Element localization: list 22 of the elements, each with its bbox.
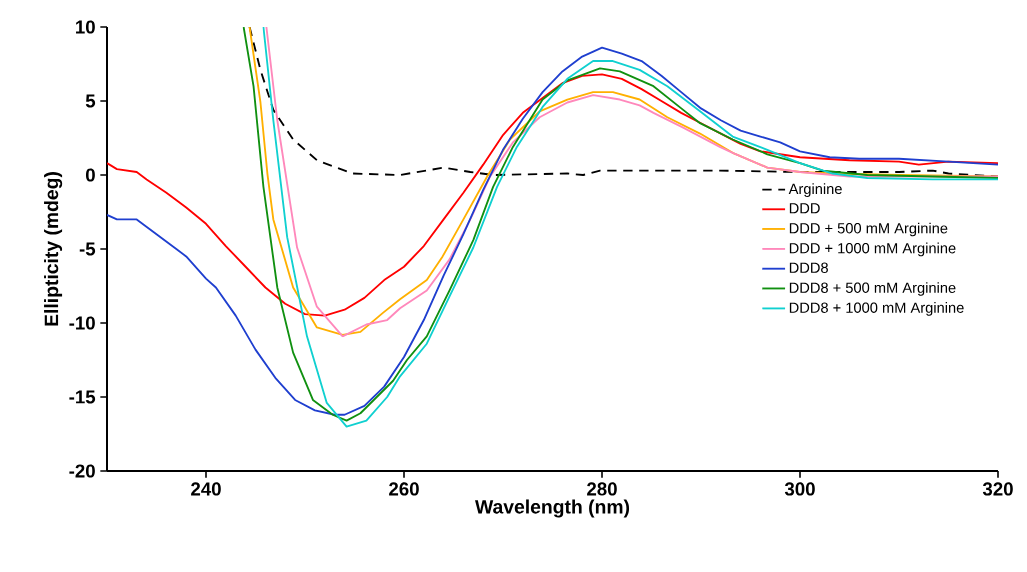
x-tick-label: 260 [389, 482, 419, 496]
legend-label: DDD [789, 203, 820, 214]
legend-label: Arginine [788, 183, 842, 197]
legend-label: DDD8 + 1000 mM Arginine [789, 302, 964, 316]
x-tick-label: 280 [587, 482, 617, 496]
y-tick-label: -5 [79, 242, 96, 256]
y-tick-label: 5 [85, 94, 96, 108]
y-tick-label: -15 [69, 390, 96, 404]
y-axis-title: Ellipticity (mdeg) [44, 172, 63, 326]
x-axis-title: Wavelength (nm) [475, 499, 630, 518]
legend-label: DDD + 500 mM Arginine [789, 222, 948, 237]
x-tick-label: 300 [784, 482, 815, 496]
x-tick-label: 240 [191, 482, 221, 496]
legend-label: DDD8 + 500 mM Arginine [789, 282, 956, 296]
y-tick-label: -20 [69, 464, 95, 478]
line-series [107, 73, 998, 317]
y-tick-label: 0 [85, 168, 95, 182]
legend-label: DDD8 [789, 262, 828, 273]
y-tick-label: 10 [76, 20, 95, 34]
x-tick-label: 320 [982, 482, 1013, 496]
y-tick-label: -10 [69, 316, 95, 330]
legend-label: DDD + 1000 mM Arginine [789, 242, 956, 257]
